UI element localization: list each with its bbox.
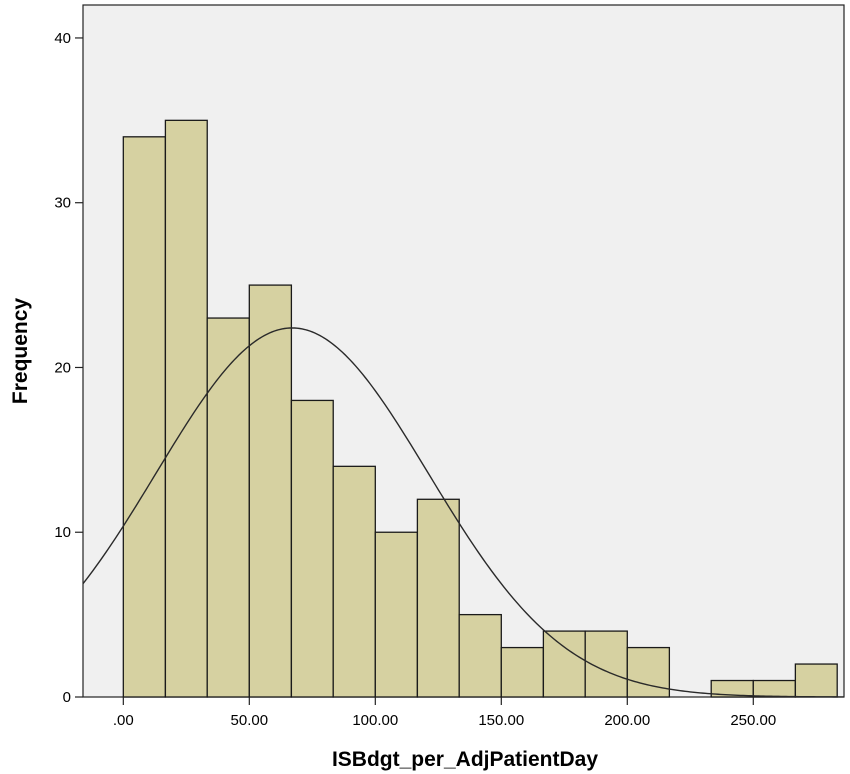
x-axis-title: ISBdgt_per_AdjPatientDay [332,748,598,771]
histogram-bar-6 [374,531,419,698]
histogram-bar-7 [416,498,460,698]
axes-group: 0 10 20 30 40 .00 50.00 100.00 150.00 200.00 250.0… [54,30,776,729]
histogram-bar-14 [752,679,797,698]
histogram-bar-2 [206,317,250,698]
x-tick-label-2: 100.00 [352,712,398,729]
x-tick-label-4: 200.00 [604,712,650,729]
y-tick-label-0: 0 [63,689,71,706]
histogram-bar-10 [542,630,586,698]
histogram-bar-15 [794,663,838,698]
x-tick-label-3: 150.00 [478,712,524,729]
histogram-bar-4 [290,399,334,698]
histogram-bar-1 [164,119,208,698]
histogram-bar-5 [332,465,376,698]
histogram-bar-8 [458,613,502,698]
y-tick-label-1: 10 [54,524,71,541]
x-tick-label-1: 50.00 [231,712,269,729]
bars-group [122,119,838,698]
y-axis-title: Frequency [9,298,32,405]
y-tick-label-4: 40 [54,30,71,47]
x-tick-label-0: .00 [113,712,134,729]
histogram-bar-3 [248,284,293,698]
y-tick-label-3: 30 [54,195,71,212]
x-tick-label-5: 250.00 [730,712,776,729]
normal-curve [82,327,845,698]
histogram-bar-9 [500,646,545,698]
y-tick-label-2: 20 [54,359,71,376]
histogram-bar-12 [626,646,671,698]
histogram-bar-0 [122,136,167,698]
